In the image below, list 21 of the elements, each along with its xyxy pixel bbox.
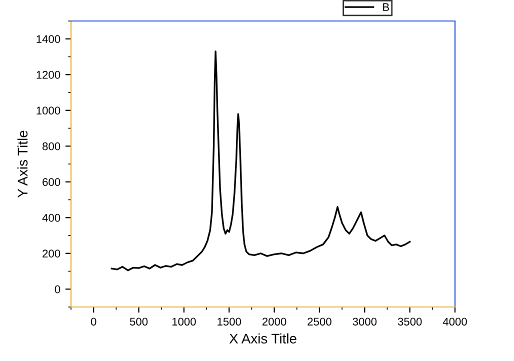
x-tick-label: 3000 [352,318,377,326]
y-tick-label: 1400 [36,35,60,44]
x-tick-label: 4000 [442,318,467,326]
x-tick-label: 2500 [308,318,332,326]
x-tick-label: 1500 [218,318,242,326]
line-series [110,50,411,272]
x-tick-label: 500 [130,318,148,326]
y-axis-title: Y Axis Title [17,130,28,198]
x-tick-label: 2000 [262,318,286,326]
x-tick-label: 0 [90,318,96,326]
y-tick-label: 800 [42,142,60,150]
y-tick-label: 1200 [36,70,60,79]
y-tick-label: 1000 [36,106,60,115]
y-tick-label: 0 [54,285,60,294]
y-tick-label: 600 [42,178,60,186]
y-tick-label: 200 [42,250,60,258]
x-tick-label: 3500 [398,318,422,326]
x-axis-title: X Axis Title [229,333,296,344]
legend-label: B [383,3,390,11]
y-tick-label: 400 [42,214,60,222]
x-tick-label: 1000 [172,318,196,326]
